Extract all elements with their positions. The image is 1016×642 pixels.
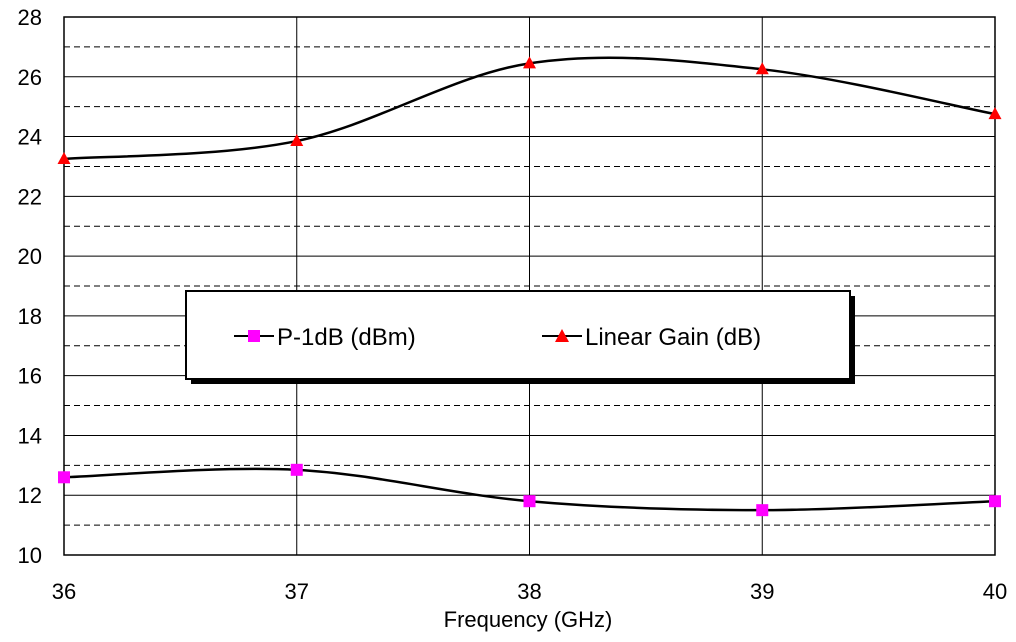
x-tick-label: 40 <box>983 579 1007 604</box>
y-tick-label: 18 <box>18 304 42 329</box>
x-axis-title: Frequency (GHz) <box>444 607 613 632</box>
legend: P-1dB (dBm) Linear Gain (dB) <box>185 290 855 384</box>
data-point-p1db <box>58 471 70 484</box>
legend-marker-gain <box>555 329 569 342</box>
data-point-p1db <box>756 504 769 517</box>
grid <box>63 16 996 556</box>
y-tick-label: 22 <box>18 184 42 209</box>
y-tick-label: 16 <box>18 364 42 389</box>
x-tick-label: 36 <box>52 579 76 604</box>
data-point-linear-gain <box>523 56 536 69</box>
y-tick-label: 12 <box>18 483 42 508</box>
data-point-p1db <box>290 463 303 476</box>
y-tick-label: 24 <box>18 125 42 150</box>
legend-label-gain: Linear Gain (dB) <box>585 324 761 351</box>
y-tick-label: 26 <box>18 65 42 90</box>
series <box>57 56 1002 517</box>
data-point-linear-gain <box>57 151 71 164</box>
y-tick-label: 20 <box>18 244 42 269</box>
data-point-linear-gain <box>755 62 769 75</box>
legend-label-p1db: P-1dB (dBm) <box>277 324 416 351</box>
legend-box <box>185 290 851 380</box>
data-point-p1db <box>523 495 536 508</box>
y-tick-label: 14 <box>18 423 42 448</box>
x-tick-label: 38 <box>517 579 541 604</box>
tick-labels: 10 12 14 16 18 20 22 24 26 28 36 37 38 39 40 <box>18 5 1008 604</box>
x-tick-label: 37 <box>285 579 309 604</box>
x-tick-label: 39 <box>750 579 774 604</box>
axes <box>63 16 996 556</box>
data-point-linear-gain <box>988 107 1002 120</box>
data-point-p1db <box>989 495 1001 508</box>
plot-frame <box>63 16 996 556</box>
legend-marker-p1db <box>248 330 260 342</box>
y-tick-label: 10 <box>18 543 42 568</box>
data-point-linear-gain <box>290 134 304 147</box>
y-tick-label: 28 <box>18 5 42 30</box>
